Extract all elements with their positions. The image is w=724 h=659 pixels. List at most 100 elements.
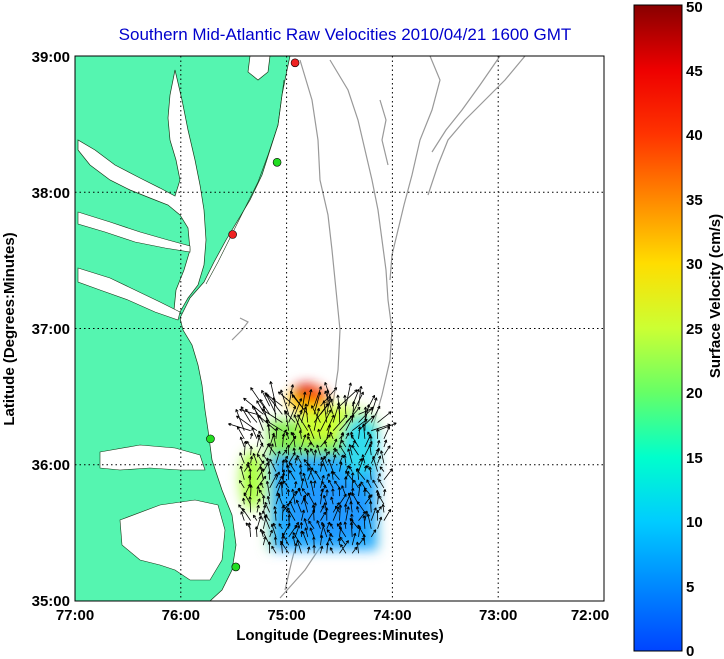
velocity-arrow xyxy=(297,414,309,431)
colorbar-tick-label: 50 xyxy=(686,0,703,16)
velocity-arrow xyxy=(326,521,331,529)
delaware-bay xyxy=(247,56,271,81)
velocity-arrow xyxy=(343,394,347,415)
velocity-arrow xyxy=(257,434,264,448)
velocity-arrow xyxy=(307,424,315,440)
station-marker xyxy=(272,157,282,167)
velocity-arrow xyxy=(261,389,271,407)
velocity-arrow xyxy=(283,410,296,423)
velocity-arrow xyxy=(358,458,363,464)
velocity-arrow xyxy=(370,405,381,423)
velocity-arrow xyxy=(312,536,316,546)
velocity-arrow xyxy=(248,496,252,513)
station-marker xyxy=(228,230,237,239)
velocity-arrow xyxy=(294,521,299,529)
y-tick-label: 38:00 xyxy=(32,185,70,202)
chesapeake-bay xyxy=(77,69,207,313)
velocity-arrow xyxy=(320,387,338,407)
velocity-arrow xyxy=(320,409,332,431)
velocity-arrow xyxy=(258,512,264,521)
velocity-arrow xyxy=(383,426,391,440)
velocity-arrow xyxy=(288,462,296,472)
velocity-arrow xyxy=(332,414,348,431)
velocity-arrow xyxy=(278,523,283,530)
velocity-arrow xyxy=(252,452,258,464)
velocity-arrow xyxy=(343,521,347,529)
velocity-arrow xyxy=(322,494,328,505)
velocity-arrow xyxy=(377,440,381,448)
y-axis-label: Latitude (Degrees:Minutes) xyxy=(1,232,18,425)
y-tick-label: 36:00 xyxy=(32,457,70,474)
station-markers xyxy=(206,58,300,572)
velocity-arrow xyxy=(294,525,301,538)
velocity-arrow xyxy=(355,506,360,513)
velocity-arrow xyxy=(352,479,359,489)
velocity-arrow xyxy=(281,429,287,440)
velocity-arrow xyxy=(350,472,355,488)
velocity-arrow xyxy=(360,481,366,489)
velocity-arrow xyxy=(372,479,378,489)
velocity-arrow xyxy=(263,515,271,529)
velocity-arrow xyxy=(320,456,328,472)
velocity-arrow xyxy=(339,461,343,472)
james-river xyxy=(77,267,181,321)
velocity-arrow xyxy=(309,527,315,538)
pamlico-sound xyxy=(119,499,226,581)
velocity-arrow xyxy=(364,394,376,415)
velocity-arrow xyxy=(377,516,383,529)
velocity-arrow xyxy=(252,514,258,521)
velocity-arrow xyxy=(249,432,254,439)
velocity-arrow xyxy=(347,448,353,464)
velocity-arrow xyxy=(345,432,350,440)
velocity-arrow xyxy=(271,545,277,554)
velocity-arrow xyxy=(326,529,334,538)
velocity-arrow xyxy=(262,530,271,546)
x-tick-label: 77:00 xyxy=(56,607,94,624)
velocity-arrow xyxy=(301,509,305,521)
velocity-arrow xyxy=(291,488,296,505)
colorbar-tick-label: 35 xyxy=(686,192,703,209)
velocity-arrow xyxy=(340,543,347,554)
x-tick-label: 73:00 xyxy=(479,607,517,624)
velocity-arrow xyxy=(308,520,315,530)
velocity-arrow xyxy=(307,389,313,407)
velocity-arrow xyxy=(298,446,302,456)
velocity-arrow xyxy=(355,541,360,554)
velocity-arrow xyxy=(377,506,382,513)
velocity-arrow xyxy=(330,496,334,505)
velocity-arrow xyxy=(324,382,334,407)
velocity-arrow xyxy=(339,389,358,407)
velocity-arrow xyxy=(307,492,315,505)
velocity-arrow xyxy=(319,462,324,472)
velocity-arrow xyxy=(302,497,309,505)
velocity-arrow xyxy=(298,430,303,439)
velocity-arrow xyxy=(320,505,325,513)
velocity-arrow xyxy=(297,487,302,497)
plot-frame xyxy=(74,55,605,602)
velocity-arrow xyxy=(259,528,264,538)
velocity-arrow xyxy=(377,473,381,480)
velocity-arrow xyxy=(245,522,251,530)
velocity-arrow xyxy=(378,495,385,505)
velocity-arrow xyxy=(303,518,309,529)
velocity-arrow xyxy=(370,397,378,415)
velocity-arrow xyxy=(239,452,245,464)
velocity-arrow xyxy=(259,466,264,480)
velocity-arrow xyxy=(291,535,296,546)
velocity-arrow xyxy=(235,408,245,431)
velocity-arrow xyxy=(301,434,307,448)
velocity-arrow xyxy=(336,394,340,415)
velocity-arrow xyxy=(269,529,273,538)
chart-title: Southern Mid-Atlantic Raw Velocities 201… xyxy=(119,25,572,44)
velocity-arrow xyxy=(324,448,328,456)
velocity-arrow xyxy=(348,465,353,472)
velocity-arrow xyxy=(261,408,283,423)
velocity-arrow xyxy=(382,488,387,497)
velocity-arrow xyxy=(345,506,350,521)
velocity-arrow xyxy=(337,538,341,546)
velocity-arrow xyxy=(363,406,368,431)
velocity-arrow xyxy=(251,427,258,440)
colorbar-tick-label: 25 xyxy=(686,321,703,338)
velocity-arrow xyxy=(299,522,304,529)
colorbar-tick-label: 20 xyxy=(686,385,703,402)
